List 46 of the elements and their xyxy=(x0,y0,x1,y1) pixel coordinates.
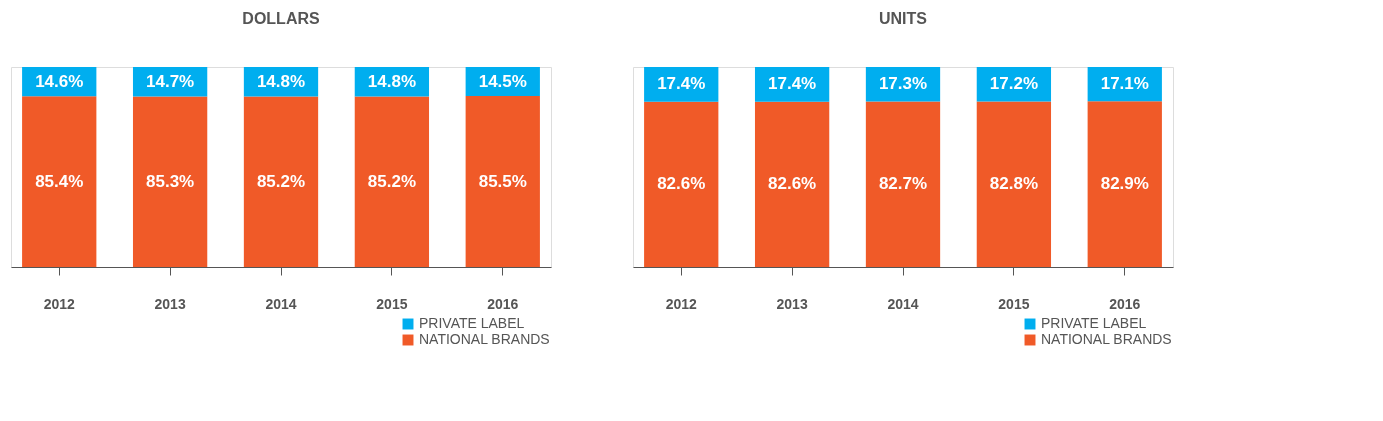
x-tick-label: 2014 xyxy=(265,295,297,312)
bar xyxy=(644,101,719,267)
data-label: 17.2% xyxy=(989,74,1038,94)
bar xyxy=(865,101,941,267)
bar xyxy=(354,96,430,267)
x-tick-label: 2016 xyxy=(1109,295,1141,312)
x-tick-label: 2012 xyxy=(665,295,698,312)
data-label: 82.8% xyxy=(989,174,1038,194)
bar xyxy=(243,96,319,267)
chart-title: UNITS xyxy=(879,10,928,27)
x-tick-label: 2015 xyxy=(998,295,1030,312)
data-label: 14.5% xyxy=(478,71,527,91)
data-label: 85.3% xyxy=(146,171,195,191)
x-tick-label: 2015 xyxy=(376,295,408,312)
data-label: 14.7% xyxy=(146,71,195,91)
legend-label: NATIONAL BRANDS xyxy=(419,331,550,347)
data-label: 85.2% xyxy=(256,171,306,191)
data-label: 17.4% xyxy=(768,74,817,94)
x-tick-label: 2013 xyxy=(776,295,808,312)
legend-label: NATIONAL BRANDS xyxy=(1041,331,1172,347)
data-label: 85.5% xyxy=(478,171,527,191)
data-label: 85.2% xyxy=(367,171,416,191)
x-tick-label: 2016 xyxy=(487,295,519,312)
chart-title: DOLLARS xyxy=(242,10,320,27)
data-label: 14.6% xyxy=(35,71,84,91)
legend-label: PRIVATE LABEL xyxy=(419,315,525,331)
legend-label: PRIVATE LABEL xyxy=(1041,315,1147,331)
bar xyxy=(22,96,97,267)
data-label: 17.4% xyxy=(657,74,706,94)
bar xyxy=(1087,101,1162,267)
bar xyxy=(132,96,208,267)
x-tick-label: 2012 xyxy=(43,295,76,312)
bar xyxy=(976,101,1052,267)
data-label: 85.4% xyxy=(35,171,84,191)
data-label: 14.8% xyxy=(367,71,416,91)
bar xyxy=(465,96,540,267)
data-label: 82.6% xyxy=(768,174,817,194)
x-tick-label: 2013 xyxy=(154,295,186,312)
bar xyxy=(754,101,830,267)
data-label: 17.1% xyxy=(1100,74,1149,94)
data-label: 14.8% xyxy=(256,71,306,91)
data-label: 82.7% xyxy=(878,174,928,194)
data-label: 82.9% xyxy=(1100,174,1149,194)
x-tick-label: 2014 xyxy=(887,295,919,312)
data-label: 82.6% xyxy=(657,174,706,194)
data-label: 17.3% xyxy=(878,74,928,94)
